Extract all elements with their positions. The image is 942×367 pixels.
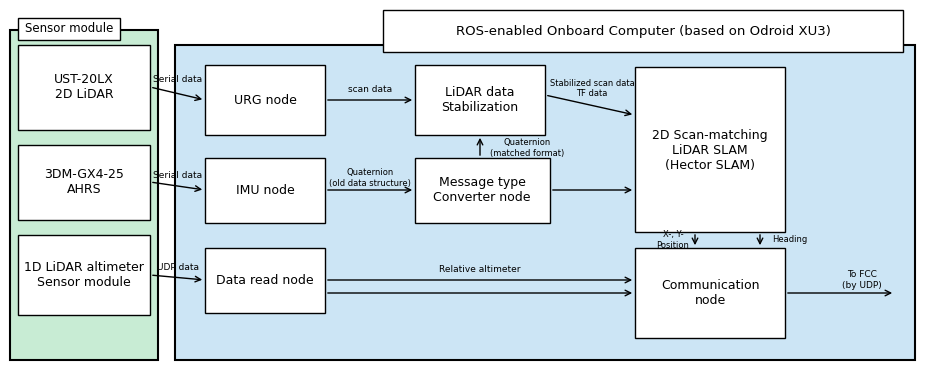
- Text: Quaternion
(matched format): Quaternion (matched format): [490, 138, 564, 158]
- Text: To FCC
(by UDP): To FCC (by UDP): [842, 270, 882, 290]
- Text: 1D LiDAR altimeter
Sensor module: 1D LiDAR altimeter Sensor module: [24, 261, 144, 289]
- Text: Sensor module: Sensor module: [24, 22, 113, 36]
- Text: 2D Scan-matching
LiDAR SLAM
(Hector SLAM): 2D Scan-matching LiDAR SLAM (Hector SLAM…: [652, 128, 768, 171]
- Text: Quaternion
(old data structure): Quaternion (old data structure): [329, 168, 411, 188]
- Bar: [18, 145, 150, 220]
- Text: Message type
Converter node: Message type Converter node: [433, 176, 530, 204]
- Text: IMU node: IMU node: [236, 184, 294, 196]
- Bar: [18, 45, 150, 130]
- Text: ROS-enabled Onboard Computer (based on Odroid XU3): ROS-enabled Onboard Computer (based on O…: [456, 25, 831, 37]
- Text: scan data: scan data: [348, 86, 392, 94]
- Bar: [205, 158, 325, 223]
- Bar: [415, 158, 550, 223]
- Text: Data read node: Data read node: [216, 273, 314, 287]
- Bar: [415, 65, 545, 135]
- Text: Serial data: Serial data: [154, 171, 203, 179]
- Text: Relative altimeter: Relative altimeter: [439, 265, 521, 275]
- Bar: [18, 235, 150, 315]
- Bar: [175, 45, 915, 360]
- Bar: [383, 10, 903, 52]
- Bar: [10, 30, 158, 360]
- Bar: [635, 67, 785, 232]
- Text: URG node: URG node: [234, 94, 297, 106]
- Text: UDP data: UDP data: [157, 264, 199, 273]
- Bar: [635, 248, 785, 338]
- Text: 3DM-GX4-25
AHRS: 3DM-GX4-25 AHRS: [44, 168, 124, 196]
- Text: Serial data: Serial data: [154, 76, 203, 84]
- Text: UST-20LX
2D LiDAR: UST-20LX 2D LiDAR: [54, 73, 114, 101]
- Bar: [18, 18, 120, 40]
- Text: LiDAR data
Stabilization: LiDAR data Stabilization: [442, 86, 518, 114]
- Bar: [205, 248, 325, 313]
- Text: Heading: Heading: [772, 236, 807, 244]
- Text: Stabilized scan data: Stabilized scan data: [549, 79, 634, 87]
- Text: TF data: TF data: [577, 88, 608, 98]
- Bar: [205, 65, 325, 135]
- Text: X-, Y-
Position: X-, Y- Position: [657, 230, 690, 250]
- Text: Communication
node: Communication node: [660, 279, 759, 307]
